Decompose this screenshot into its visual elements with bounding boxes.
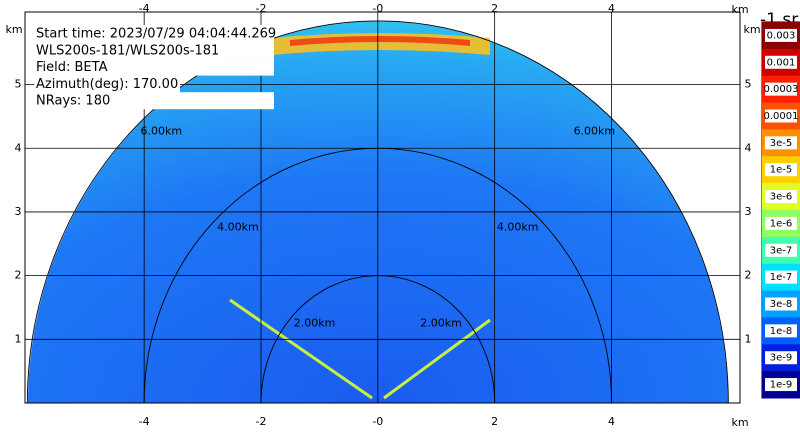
colorbar-label-background <box>765 297 797 311</box>
y-tick-label: 5 <box>745 78 752 91</box>
x-tick-label: -2 <box>256 2 267 15</box>
y-tick-label: 4 <box>15 141 22 154</box>
x-tick-label: -2 <box>256 415 267 428</box>
colorbar-label-background <box>765 190 797 204</box>
beam-artifact <box>229 298 373 400</box>
info-background <box>34 75 180 93</box>
colorbar-label: 3e-9 <box>770 353 793 364</box>
range-ring <box>143 147 612 404</box>
info-background <box>34 92 274 110</box>
y-unit: km <box>743 23 760 36</box>
x-unit: km <box>731 416 748 429</box>
y-tick-label: 2 <box>745 269 752 282</box>
y-tick-label: 3 <box>745 205 752 218</box>
x-tick-label: -4 <box>139 2 150 15</box>
x-unit: km <box>731 3 748 16</box>
range-ring-label: 4.00km <box>497 221 539 234</box>
y-tick-label: 3 <box>15 205 22 218</box>
colorbar-label: 0.0003 <box>764 84 799 95</box>
info-text: NRays: 180 <box>36 94 110 109</box>
colorbar-label-background <box>765 136 797 150</box>
info-text: Azimuth(deg): 170.00 <box>36 77 178 92</box>
colorbar-label: 1e-6 <box>770 218 793 229</box>
colorbar-label-background <box>765 324 797 338</box>
y-tick-label: 1 <box>745 332 752 345</box>
x-tick-label: -0 <box>372 415 383 428</box>
info-text: Field: BETA <box>36 60 108 75</box>
info-background <box>34 41 274 59</box>
axes <box>25 12 740 404</box>
colorbar-label: 1e-7 <box>770 272 793 283</box>
beam-artifact <box>383 318 491 400</box>
info-background <box>34 58 274 76</box>
range-ring-label: 4.00km <box>217 221 259 234</box>
info-text: WLS200s-181/WLS200s-181 <box>36 43 219 58</box>
x-tick-label: -0 <box>372 2 383 15</box>
y-tick-label: 2 <box>15 269 22 282</box>
x-tick-label: 4 <box>608 415 615 428</box>
range-ring-label: 2.00km <box>420 317 462 330</box>
aerosol-layer-core <box>290 36 470 46</box>
range-ring-label: 2.00km <box>294 317 336 330</box>
info-background <box>34 25 274 42</box>
x-tick-label: 2 <box>491 2 498 15</box>
colorbar-label: 1e-5 <box>770 165 793 176</box>
y-tick-label: 1 <box>15 332 22 345</box>
x-tick-label: 4 <box>608 2 615 15</box>
colorbar-label: 3e-8 <box>770 299 793 310</box>
colorbar-label-background <box>765 243 797 257</box>
colorbar-label-background <box>765 270 797 284</box>
colorbar-label-background <box>765 216 797 230</box>
colorbar-label: 3e-7 <box>770 245 793 256</box>
colorbar-label-background <box>765 28 797 42</box>
colorbar-label: 3e-6 <box>770 192 793 203</box>
colorbar-label-background <box>765 109 797 123</box>
info-text: Start time: 2023/07/29 04:04:44.269 <box>36 27 276 42</box>
range-ring-label: 6.00km <box>141 124 183 137</box>
colorbar-label: 0.001 <box>767 57 796 68</box>
y-tick-label: 5 <box>15 78 22 91</box>
colorbar-label: 1e-9 <box>770 380 793 391</box>
colorbar-label: 0.0001 <box>764 111 799 122</box>
x-tick-label: -4 <box>139 415 150 428</box>
colorbar-label: 0.003 <box>767 30 796 41</box>
plot-frame <box>24 11 741 404</box>
colorbar-label-background <box>765 163 797 177</box>
range-ring-label: 6.00km <box>574 124 616 137</box>
colorbar-label: 3e-5 <box>770 138 793 149</box>
colorbar-label: 1e-8 <box>770 326 793 337</box>
range-ring <box>26 20 729 404</box>
y-unit: km <box>5 23 22 36</box>
y-tick-label: 4 <box>745 141 752 154</box>
range-ring <box>260 275 496 404</box>
colorbar-label-background <box>765 55 797 69</box>
x-tick-label: 2 <box>491 415 498 428</box>
colorbar-label-background <box>765 82 797 96</box>
colorbar-label-background <box>765 378 797 392</box>
colorbar-label-background <box>765 351 797 365</box>
